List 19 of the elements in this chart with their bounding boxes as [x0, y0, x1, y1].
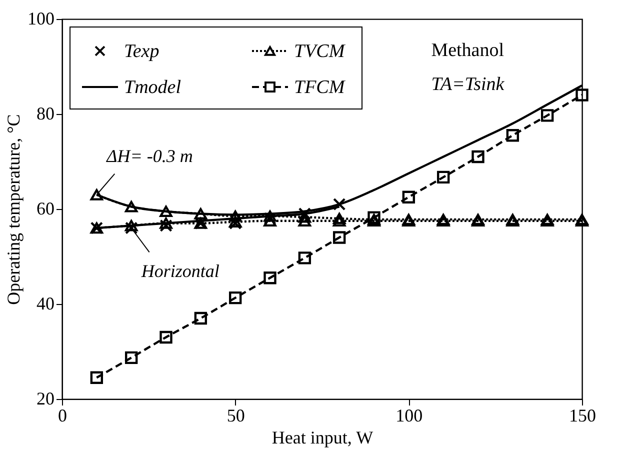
x-tick-label: 100 [396, 406, 423, 426]
annotation: Methanol [431, 40, 504, 61]
y-tick-label: 40 [36, 294, 54, 314]
legend-label: Tmodel [124, 77, 181, 98]
y-axis-title: Operating temperature, °C [4, 114, 24, 305]
y-tick-label: 20 [36, 388, 54, 408]
legend-label: TVCM [294, 41, 346, 62]
annotation: ΔH= -0.3 m [106, 146, 193, 166]
x-axis-title: Heat input, W [272, 428, 374, 448]
x-tick-label: 50 [226, 406, 245, 426]
legend-label: TFCM [294, 77, 346, 98]
x-tick-label: 150 [569, 406, 596, 426]
y-tick-label: 100 [28, 8, 54, 28]
x-tick-label: 0 [58, 406, 67, 426]
y-tick-label: 80 [36, 104, 54, 124]
y-tick-label: 60 [36, 198, 54, 218]
legend-label: Texp [124, 41, 160, 62]
annotation: Horizontal [140, 261, 220, 281]
annotation: TA=Tsink [431, 74, 505, 95]
